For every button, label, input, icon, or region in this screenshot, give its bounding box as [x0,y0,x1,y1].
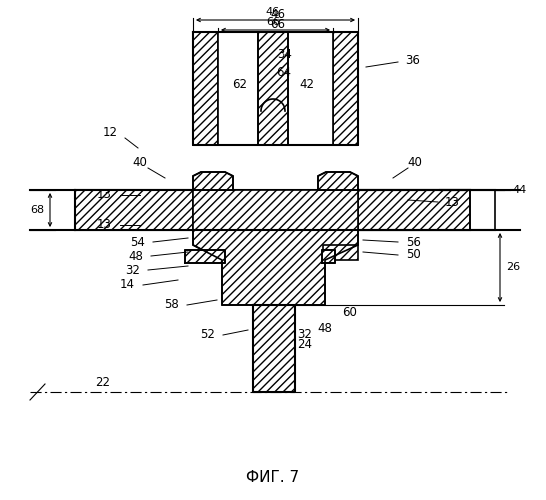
Bar [193,32,218,145]
Polygon shape [193,230,358,305]
Text: 34: 34 [277,48,293,62]
Text: 56: 56 [406,236,421,248]
Bar [218,32,258,145]
Text: 50: 50 [406,248,421,262]
Bar [185,250,225,263]
Text: 46: 46 [266,7,280,17]
Text: 22: 22 [95,376,110,388]
Text: 66: 66 [270,18,286,32]
Text: 48: 48 [128,250,143,262]
Bar [193,32,358,145]
Text: 46: 46 [270,8,286,22]
Bar [193,190,358,230]
Bar [358,190,470,230]
Text: 32: 32 [298,328,312,342]
Bar [288,32,333,145]
Text: 13: 13 [97,218,112,232]
Bar [258,32,288,145]
Text: 13: 13 [97,188,112,202]
Polygon shape [193,172,233,190]
Text: 40: 40 [133,156,147,168]
Text: 40: 40 [407,156,423,168]
Text: 42: 42 [300,78,314,92]
Text: 58: 58 [164,298,179,312]
Bar [75,190,193,230]
Text: 36: 36 [405,54,420,66]
Text: 32: 32 [125,264,140,276]
Text: 34: 34 [266,48,280,58]
Text: 14: 14 [120,278,135,291]
Text: 64: 64 [276,66,292,80]
Text: 54: 54 [130,236,145,248]
Text: 44: 44 [512,185,526,195]
Bar [323,245,358,260]
Text: 24: 24 [298,338,312,351]
Text: 52: 52 [200,328,215,342]
Text: ФИГ. 7: ФИГ. 7 [246,470,300,486]
Text: 60: 60 [342,306,358,318]
Polygon shape [318,172,358,190]
Text: 48: 48 [318,322,333,334]
Bar [253,305,295,392]
Text: 13: 13 [445,196,460,208]
Text: 62: 62 [233,78,247,92]
Bar [333,32,358,145]
Text: 26: 26 [506,262,520,272]
Text: 12: 12 [103,126,118,138]
Text: 68: 68 [30,205,44,215]
Bar [322,250,335,263]
Bar [218,32,333,145]
Text: 66: 66 [266,17,280,27]
